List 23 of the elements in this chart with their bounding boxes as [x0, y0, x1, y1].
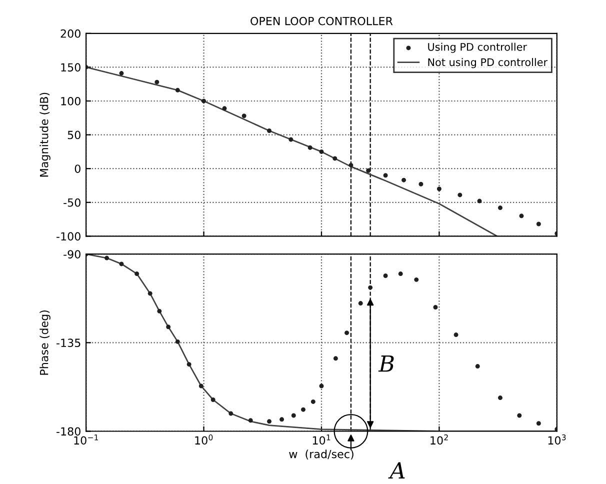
x-tick-label: 10$^{1}$: [312, 434, 330, 445]
x-tick-label: 10$^{3}$: [548, 434, 566, 445]
annotation: B: [378, 355, 394, 372]
x-tick-label: 10$^{−1}$: [74, 434, 98, 445]
legend-label: Not using PD controller: [428, 58, 548, 68]
y-tick-label: 50: [68, 130, 80, 140]
y-tick-label: 100: [61, 96, 80, 106]
chart-title: OPEN LOOP CONTROLLER: [250, 16, 393, 26]
y-axis-title: Phase (deg): [40, 310, 50, 375]
legend-label: Using PD controller: [428, 42, 528, 53]
y-axis-title: Magnitude (dB): [40, 92, 50, 177]
y-tick-label: 0: [74, 164, 80, 173]
y-tick-label: 200: [60, 29, 80, 38]
x-axis-title: w (rad/sec): [289, 450, 354, 460]
y-tick-label: -50: [64, 198, 80, 207]
y-tick-label: 150: [61, 63, 80, 72]
x-tick-label: 10$^{2}$: [430, 434, 448, 445]
x-tick-label: 10$^{0}$: [195, 434, 213, 445]
annotation: A: [388, 462, 405, 478]
y-tick-label: -90: [64, 250, 80, 258]
y-tick-label: -100: [56, 232, 80, 241]
y-tick-label: -180: [56, 427, 80, 436]
y-tick-label: -135: [56, 338, 80, 348]
